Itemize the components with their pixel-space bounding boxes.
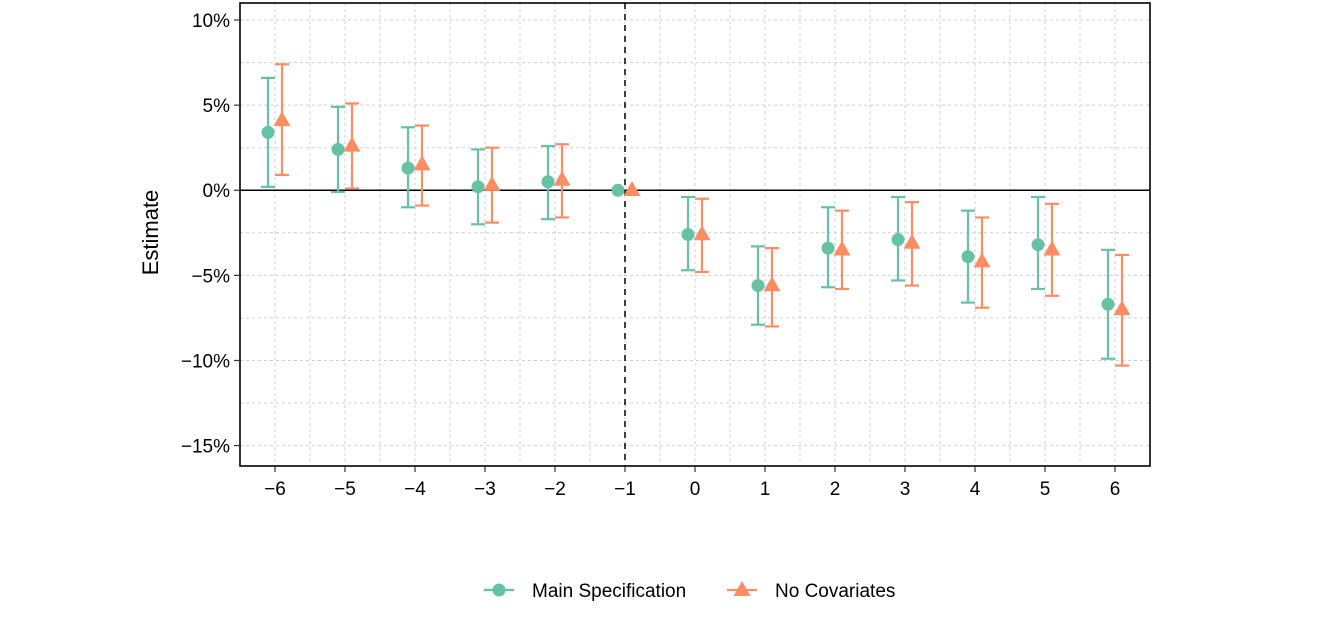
point-no-covariates — [693, 225, 711, 241]
legend-key-main-specification — [492, 583, 506, 597]
y-tick-label: 0% — [203, 181, 231, 202]
x-tick-label: 5 — [1040, 479, 1051, 500]
legend: Main Specification No Covariates — [484, 581, 895, 602]
point-no-covariates — [553, 170, 571, 186]
point-main-specification — [1101, 297, 1115, 311]
point-no-covariates — [623, 180, 641, 196]
plot-panel-border — [239, 2, 1151, 467]
point-main-specification — [471, 180, 485, 194]
x-tick-label: 1 — [760, 479, 771, 500]
point-main-specification — [961, 250, 975, 264]
point-main-specification — [261, 125, 275, 139]
grid — [239, 3, 1151, 466]
y-tick-label: −5% — [191, 266, 230, 287]
point-no-covariates — [343, 136, 361, 152]
x-tick-label: 0 — [690, 479, 701, 500]
y-tick-label: −15% — [181, 437, 230, 458]
point-no-covariates — [273, 111, 291, 127]
y-tick-label: −10% — [181, 351, 230, 372]
point-no-covariates — [973, 252, 991, 268]
point-main-specification — [821, 241, 835, 255]
point-main-specification — [891, 233, 905, 247]
point-no-covariates — [1043, 240, 1061, 256]
x-axis: −6 −5 −4 −3 −2 −1 0 1 2 3 4 5 6 — [264, 466, 1120, 500]
point-no-covariates — [763, 276, 781, 292]
legend-key-no-covariates — [733, 581, 751, 596]
point-main-specification — [401, 161, 415, 175]
point-no-covariates — [903, 233, 921, 249]
point-main-specification — [1031, 238, 1045, 252]
point-main-specification — [751, 279, 765, 293]
point-main-specification — [331, 142, 345, 156]
series-no-covariates — [273, 63, 1131, 367]
x-tick-label: −6 — [264, 479, 286, 500]
y-axis-title: Estimate — [138, 190, 163, 276]
x-tick-label: 4 — [970, 479, 981, 500]
legend-label-no-covariates: No Covariates — [775, 581, 895, 602]
x-tick-label: 2 — [830, 479, 841, 500]
x-tick-label: −2 — [544, 479, 566, 500]
x-tick-label: −3 — [474, 479, 496, 500]
series-main-specification — [261, 76, 1115, 360]
point-main-specification — [681, 228, 695, 241]
x-tick-label: 3 — [900, 479, 911, 500]
point-main-specification — [611, 183, 625, 197]
y-tick-label: 5% — [203, 96, 231, 117]
point-no-covariates — [413, 155, 431, 171]
legend-label-main-specification: Main Specification — [532, 581, 686, 602]
point-main-specification — [541, 175, 555, 189]
point-no-covariates — [1113, 300, 1131, 316]
x-tick-label: −5 — [334, 479, 356, 500]
x-tick-label: −4 — [404, 479, 426, 500]
y-tick-label: 10% — [192, 11, 230, 32]
x-tick-label: 6 — [1110, 479, 1121, 500]
point-no-covariates — [483, 175, 501, 191]
y-axis: 10% 5% 0% −5% −10% −15% — [181, 11, 240, 458]
reference-lines — [240, 3, 1150, 466]
x-tick-label: −1 — [614, 479, 636, 500]
point-no-covariates — [833, 240, 851, 256]
